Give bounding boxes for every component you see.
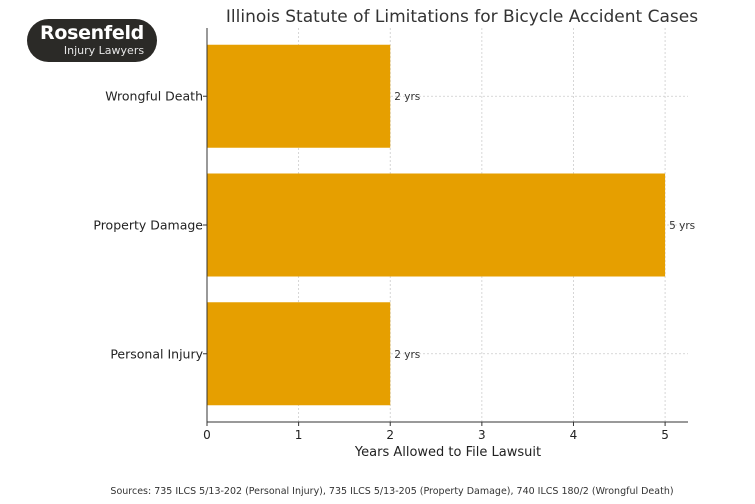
x-axis-label: Years Allowed to File Lawsuit <box>354 445 541 460</box>
bar-data-label: 2 yrs <box>394 91 420 103</box>
x-tick-label: 2 <box>386 428 394 442</box>
bar-property-damage <box>207 173 666 277</box>
y-tick-label: Personal Injury <box>110 346 203 361</box>
x-tick-label: 4 <box>570 428 578 442</box>
bar-wrongful-death <box>207 44 391 148</box>
bar-data-label: 5 yrs <box>669 220 695 232</box>
rosenfeld-logo: Rosenfeld Injury Lawyers <box>27 19 157 62</box>
y-tick-label: Property Damage <box>93 218 203 233</box>
logo-name: Rosenfeld <box>40 22 144 44</box>
x-tick-label: 1 <box>295 428 303 442</box>
chart-title: Illinois Statute of Limitations for Bicy… <box>226 7 698 27</box>
bar-personal-injury <box>207 302 391 406</box>
logo-tagline: Injury Lawyers <box>63 44 145 57</box>
y-tick-label: Wrongful Death <box>105 89 203 104</box>
axes: 0 1 2 3 4 5 Personal Injury Property Damage Wron… <box>93 28 688 442</box>
bar-data-label: 2 yrs <box>394 349 420 361</box>
sources-footnote: Sources: 735 ILCS 5/13-202 (Personal Inj… <box>110 486 673 497</box>
bars: 2 yrs 5 yrs 2 yrs <box>207 44 695 406</box>
x-tick-label: 3 <box>478 428 486 442</box>
x-tick-label: 0 <box>203 428 211 442</box>
x-tick-label: 5 <box>661 428 669 442</box>
